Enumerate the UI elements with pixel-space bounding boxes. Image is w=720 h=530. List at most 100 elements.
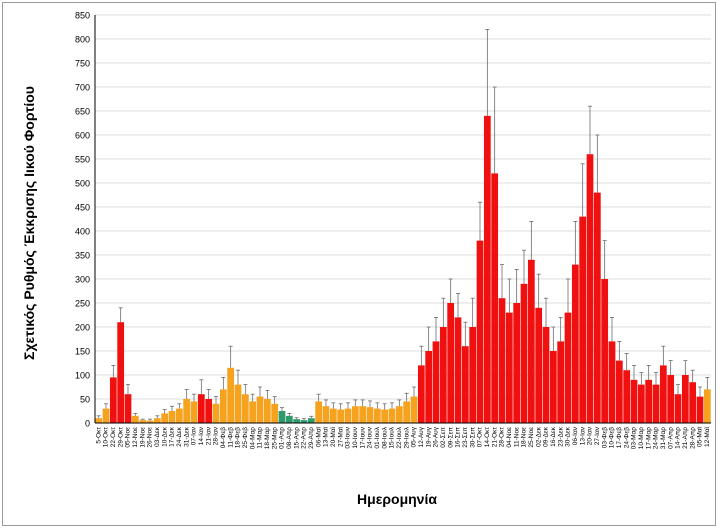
bar xyxy=(542,327,550,423)
bar xyxy=(593,192,601,423)
x-tick-label: 27-Ιαν xyxy=(594,427,601,445)
bar xyxy=(190,401,198,423)
bar xyxy=(579,216,587,423)
x-tick-label: 17-Φεβ xyxy=(616,427,623,448)
bar xyxy=(351,406,359,423)
bar xyxy=(469,327,477,423)
bar xyxy=(520,283,528,423)
bar xyxy=(293,419,301,423)
bar xyxy=(696,396,704,423)
x-tick-label: 10-Ιουν xyxy=(352,427,359,449)
x-tick-label: 10-Δεκ xyxy=(161,426,168,447)
x-tick-label: 25-Μαρ xyxy=(271,427,278,450)
x-tick-label: 09-Σεπ xyxy=(447,426,454,447)
x-tick-label: 23-Δεκ xyxy=(557,426,564,447)
x-tick-label: 31-Δεκ xyxy=(183,426,190,447)
x-tick-label: 03-Δεκ xyxy=(154,426,161,447)
x-tick-label: 24-Δεκ xyxy=(176,426,183,447)
bar xyxy=(234,384,242,423)
x-tick-label: 25-Νοε xyxy=(528,427,535,448)
bar xyxy=(461,346,469,423)
bar xyxy=(117,322,125,423)
bar xyxy=(667,375,675,423)
x-tick-label: 03-Μαρ xyxy=(631,427,638,450)
x-tick-label: 08-Ιουλ xyxy=(381,426,388,448)
bar xyxy=(645,379,653,423)
x-tick-label: 03-Φεβ xyxy=(601,427,608,448)
y-tick-label: 200 xyxy=(75,323,90,333)
bar xyxy=(315,401,323,423)
bar xyxy=(549,351,557,423)
y-tick-label: 350 xyxy=(75,251,90,261)
bar xyxy=(417,365,425,423)
x-tick-label: 11-Φεβ xyxy=(227,427,234,448)
bar xyxy=(388,408,396,423)
y-tick-label: 550 xyxy=(75,155,90,165)
x-tick-label: 20-Ιαν xyxy=(587,427,594,445)
bar xyxy=(205,399,213,423)
x-tick-label: 17-Δεκ xyxy=(169,426,176,447)
x-tick-label: 24-Φεβ xyxy=(623,427,630,448)
bar xyxy=(124,394,132,423)
bar xyxy=(681,375,689,423)
y-axis-label: Σχετικός Ρυθμός Έκκρισης Ιικού Φορτίου xyxy=(21,86,37,360)
bar xyxy=(498,298,506,423)
x-tick-label: 19-Νοε xyxy=(139,427,146,448)
bar-chart: 0 50 100 150 200 250 300 350 400 450 500 550 600 650 7… xyxy=(75,11,711,450)
x-tick-label: 22-Οκτ xyxy=(110,427,117,448)
y-tick-labels: 0 50 100 150 200 250 300 350 400 450 500 550 600 650 7… xyxy=(75,11,90,429)
bar xyxy=(381,409,389,423)
x-tick-label: 28-Οκτ xyxy=(499,427,506,448)
x-tick-label: 16-Σεπ xyxy=(455,426,462,447)
x-tick-label: 15-Απρ xyxy=(293,427,300,449)
x-tick-label: 28-Ιαν xyxy=(213,427,220,445)
x-tick-label: 18-Νοε xyxy=(521,427,528,448)
x-tick-label: 10-Οκτ xyxy=(103,427,110,448)
y-tick-label: 400 xyxy=(75,227,90,237)
bar xyxy=(161,413,169,423)
y-tick-label: 650 xyxy=(75,107,90,117)
bar xyxy=(139,420,147,423)
x-tick-label: 12-Νοε xyxy=(132,427,139,448)
bar xyxy=(454,317,462,423)
x-tick-label: 27-Μαϊ xyxy=(337,426,344,447)
x-tick-label: 26-Αυγ xyxy=(433,426,440,447)
bar xyxy=(241,394,249,423)
bar xyxy=(263,399,271,423)
x-tick-label: 02-Δεκ xyxy=(535,426,542,447)
bar xyxy=(586,154,594,423)
bar xyxy=(527,259,535,423)
bar xyxy=(432,341,440,423)
x-tick-label: 01-Ιουλ xyxy=(374,426,381,448)
x-tick-label: 02-Σεπ xyxy=(440,426,447,447)
bar xyxy=(183,399,191,423)
bar xyxy=(483,115,491,424)
y-tick-label: 250 xyxy=(75,299,90,309)
x-tick-label: 15-Ιουλ xyxy=(389,426,396,448)
x-tick-label: 24-Μαρ xyxy=(653,427,660,450)
bar xyxy=(329,408,337,423)
bar xyxy=(373,408,381,423)
x-tick-label: 31-Μαρ xyxy=(660,427,667,450)
bar xyxy=(212,403,220,423)
bar xyxy=(630,379,638,423)
bar xyxy=(278,411,286,423)
x-tick-label: 5-Οκτ xyxy=(95,427,102,444)
error-bars xyxy=(96,28,710,421)
bar xyxy=(300,420,308,423)
bar xyxy=(703,389,711,423)
x-tick-label: 07-Ιαν xyxy=(191,427,198,445)
x-tick-label: 07-Οκτ xyxy=(477,427,484,448)
bar xyxy=(102,408,110,423)
y-tick-label: 750 xyxy=(75,59,90,69)
x-tick-label: 22-Ιουλ xyxy=(396,426,403,448)
x-tick-label: 17-Ιουν xyxy=(359,427,366,449)
bar xyxy=(623,370,631,423)
x-tick-label: 21-Οκτ xyxy=(491,427,498,448)
x-tick-label: 08-Απρ xyxy=(286,427,293,449)
x-tick-label: 14-Απρ xyxy=(675,427,682,449)
x-tick-label: 04-Νοε xyxy=(506,427,513,448)
bar xyxy=(227,367,235,423)
x-tick-label: 13-Ιαν xyxy=(579,427,586,445)
